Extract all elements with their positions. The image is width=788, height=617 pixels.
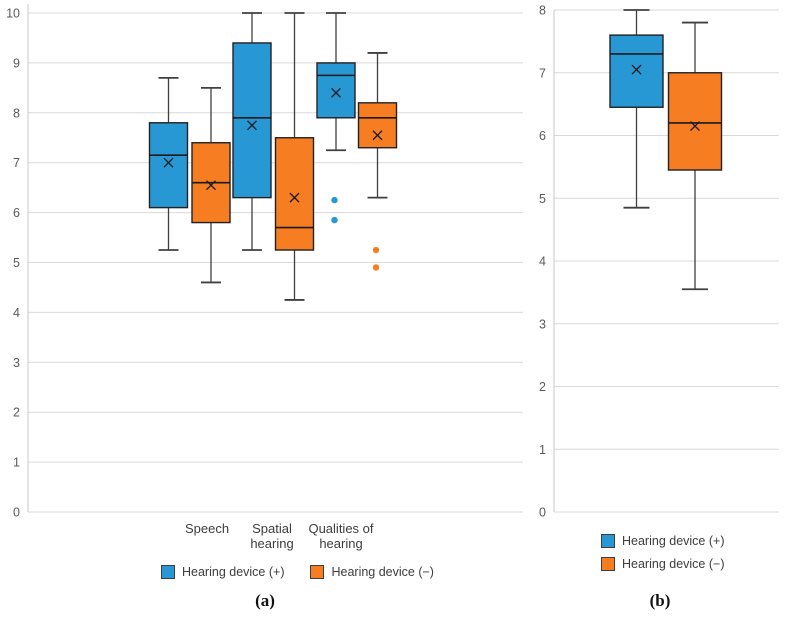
y-tick-label: 3 (539, 317, 546, 331)
y-tick-label: 6 (13, 206, 20, 220)
positive-series-swatch-icon (161, 565, 175, 579)
y-tick-label: 0 (539, 506, 546, 520)
box (667, 72, 723, 171)
category-label-qualities-of-hearing: Qualities of hearing (308, 521, 374, 551)
box (232, 42, 272, 199)
mean-marker (331, 87, 341, 98)
legend-label-positive: Hearing device (+) (182, 565, 285, 579)
mean-marker (372, 130, 383, 141)
mean-marker (206, 180, 216, 191)
y-tick-label: 2 (539, 380, 546, 394)
mean-marker (163, 157, 174, 168)
y-tick-label: 4 (539, 255, 546, 269)
mean-marker (690, 121, 700, 132)
box (316, 62, 356, 119)
y-tick-label: 2 (13, 406, 20, 420)
legend-item-hearing-device-positive: Hearing device (+) (161, 565, 284, 579)
y-tick-label: 8 (13, 106, 20, 120)
box (609, 34, 664, 108)
mean-marker (289, 192, 300, 203)
y-tick-label: 10 (6, 7, 20, 21)
legend-panel-a: Hearing device (+) Hearing device (−) (161, 565, 434, 579)
negative-series-swatch-icon (310, 565, 325, 579)
y-tick-label: 7 (13, 156, 20, 170)
legend-panel-b: Hearing device (+) Hearing device (−) (601, 534, 724, 571)
outlier-dot (331, 216, 338, 224)
y-tick-label: 1 (539, 443, 546, 457)
outlier-dot (372, 246, 380, 254)
y-tick-label: 9 (13, 56, 20, 70)
y-tick-label: 5 (13, 256, 20, 270)
outlier-dot (372, 264, 380, 271)
panel-a-caption: (a) (255, 591, 275, 610)
box (274, 137, 315, 251)
legend-label-negative: Hearing device (−) (622, 557, 725, 571)
y-tick-label: 1 (13, 456, 20, 470)
category-label-spatial-hearing: Spatial hearing (250, 521, 294, 551)
y-tick-label: 7 (539, 66, 546, 80)
outlier-dot (331, 196, 338, 204)
legend-item-hearing-device-negative: Hearing device (−) (310, 565, 434, 579)
panel-b-caption: (b) (649, 591, 671, 610)
legend-label-negative: Hearing device (−) (331, 565, 434, 579)
y-tick-label: 3 (13, 356, 20, 370)
box (148, 122, 189, 209)
legend-label-positive: Hearing device (+) (622, 534, 725, 548)
y-tick-label: 6 (539, 129, 546, 143)
box (357, 102, 398, 149)
mean-marker (631, 64, 642, 75)
legend-item-hearing-device-positive: Hearing device (+) (601, 534, 724, 548)
negative-series-swatch-icon (601, 557, 615, 571)
y-tick-label: 4 (13, 306, 20, 320)
y-tick-label: 8 (539, 4, 546, 18)
category-label-speech: Speech (184, 521, 230, 536)
y-tick-label: 0 (13, 506, 20, 520)
positive-series-swatch-icon (601, 534, 615, 548)
mean-marker (247, 120, 257, 131)
legend-item-hearing-device-negative: Hearing device (−) (601, 557, 724, 571)
y-tick-label: 5 (539, 192, 546, 206)
